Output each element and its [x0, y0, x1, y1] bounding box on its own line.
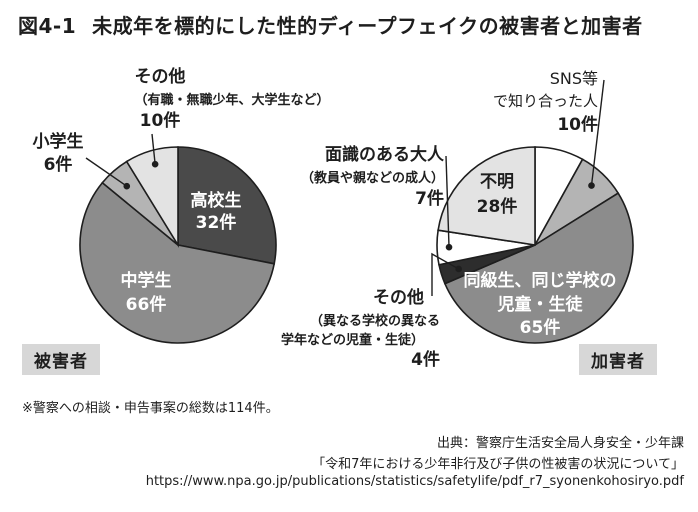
value-unknown: 28件 [477, 196, 518, 217]
value-classmate: 65件 [520, 317, 561, 338]
leader-perp-other-dot [455, 265, 462, 273]
label-victim-other: その他 [135, 66, 186, 87]
victim-group-label: 被害者 [22, 344, 100, 375]
value-sns: 10件 [557, 114, 598, 135]
value-known-adult: 7件 [415, 188, 444, 209]
leader-lines [85, 79, 605, 296]
sublabel-known-adult: （教員や親などの成人） [301, 170, 444, 186]
leader-known-adult-dot [445, 243, 453, 251]
sublabel-perp-other: （異なる学校の異なる [310, 313, 440, 329]
label-sns: SNS等 [550, 69, 598, 88]
perpetrator-group-label: 加害者 [579, 344, 657, 375]
label-known-adult: 面識のある大人 [325, 144, 445, 165]
sublabel-classmate: 児童・生徒 [497, 294, 584, 315]
slice-labels: 高校生32件中学生66件小学生6件その他（有職・無職少年、大学生など）10件SN… [33, 66, 617, 370]
figure-number: 図4-1 [18, 14, 77, 38]
leader-sns [590, 79, 605, 186]
victim-pie [79, 146, 277, 344]
sublabel2-perp-other: 学年などの児童・生徒） [281, 332, 424, 348]
sublabel-sns: で知り合った人 [493, 92, 598, 110]
sublabel-victim-other: （有職・無職少年、大学生など） [134, 92, 329, 108]
perpetrator-pie [436, 146, 634, 344]
label-high-school: 高校生 [191, 190, 242, 211]
value-elementary: 6件 [44, 154, 73, 175]
label-perp-other: その他 [373, 287, 424, 308]
value-junior-high: 66件 [126, 294, 167, 315]
leader-sns-dot [588, 182, 595, 189]
source-line-1: 出典：警察庁生活安全局人身安全・少年課 [436, 436, 684, 451]
leader-victim-other-dot [151, 160, 159, 168]
leader-elementary [85, 157, 128, 187]
victim-slice-1 [79, 181, 276, 344]
victim-slice-3 [125, 146, 179, 248]
leader-elementary-dot [123, 182, 131, 190]
title-text: 未成年を標的にした性的ディープフェイクの被害者と加害者 [92, 14, 643, 38]
perpetrator-slice-2 [443, 192, 634, 344]
label-unknown: 不明 [480, 172, 514, 192]
leader-perp-other [431, 252, 460, 296]
chart-title: 図4-1 未成年を標的にした性的ディープフェイクの被害者と加害者 [18, 10, 643, 39]
footnote: ※警察への相談・申告事案の総数は114件。 [22, 401, 279, 416]
source-line-2: 「令和7年における少年非行及び子供の性被害の状況について」 [312, 457, 684, 472]
victim-slice-0 [177, 146, 277, 265]
value-victim-other: 10件 [140, 110, 181, 131]
source-url: https://www.npa.go.jp/publications/stati… [145, 474, 684, 489]
leader-known-adult [445, 155, 450, 248]
value-high-school: 32件 [196, 212, 237, 233]
label-classmate: 同級生、同じ学校の [464, 270, 617, 291]
leader-victim-other [151, 133, 156, 165]
perpetrator-slice-5 [437, 146, 536, 246]
value-perp-other: 4件 [411, 349, 440, 370]
label-junior-high: 中学生 [121, 270, 172, 291]
label-elementary: 小学生 [33, 131, 84, 152]
